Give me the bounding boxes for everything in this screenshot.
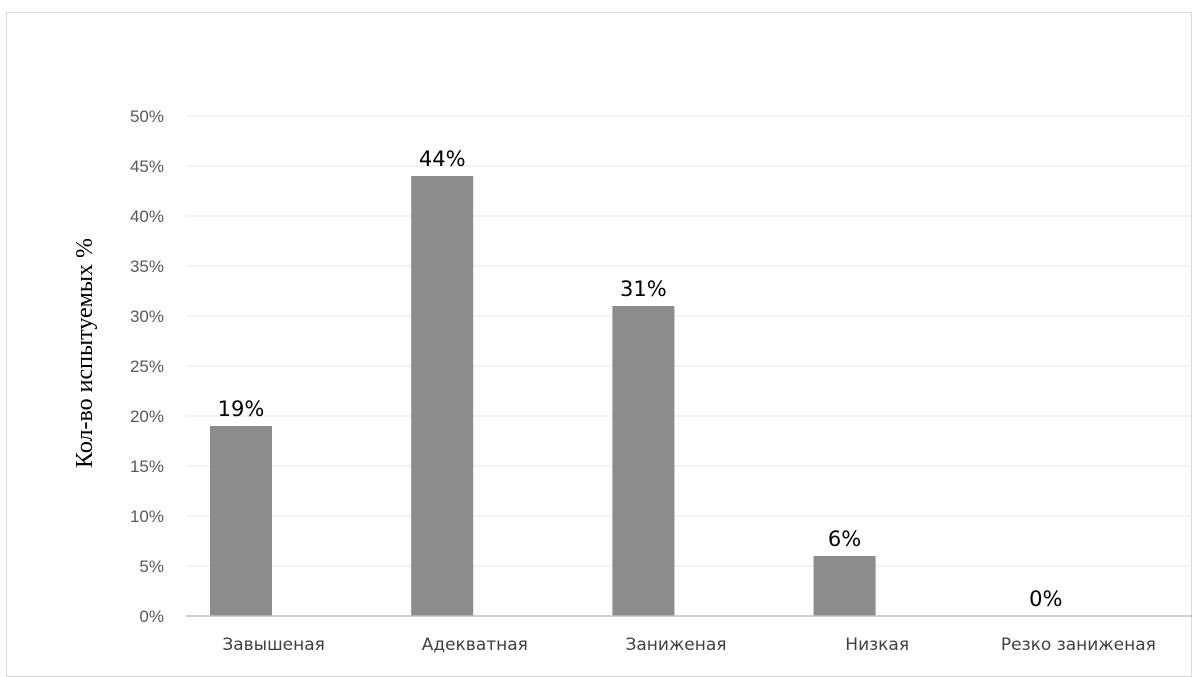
category-labels: Завышеная Адекватная Заниженая Низкая Резко … xyxy=(222,635,1156,655)
y-tick-label: 40% xyxy=(130,207,164,226)
y-tick-label: 35% xyxy=(130,257,164,276)
data-label: 31% xyxy=(620,277,667,301)
y-tick-label: 10% xyxy=(130,507,164,526)
data-label: 44% xyxy=(419,147,466,171)
data-labels: 19% 44% 31% 6% 0% xyxy=(218,147,1063,611)
y-tick-label: 0% xyxy=(139,607,164,626)
y-tick-label: 45% xyxy=(130,157,164,176)
bar xyxy=(612,306,675,616)
bar xyxy=(210,426,272,616)
y-tick-labels: 0% 5% 10% 15% 20% 25% 30% 35% 40% 45% 50% xyxy=(130,107,164,626)
data-label: 6% xyxy=(828,527,861,551)
category-label: Заниженая xyxy=(625,635,726,655)
y-tick-label: 15% xyxy=(130,457,164,476)
data-label: 19% xyxy=(218,397,265,421)
y-tick-label: 50% xyxy=(130,107,164,126)
y-tick-label: 30% xyxy=(130,307,164,326)
bar xyxy=(411,176,474,616)
category-label: Адекватная xyxy=(422,635,528,655)
gridlines xyxy=(186,115,1192,567)
bar xyxy=(813,556,876,616)
y-tick-label: 25% xyxy=(130,357,164,376)
category-label: Низкая xyxy=(845,635,909,655)
category-label: Резко заниженая xyxy=(1001,635,1156,655)
y-tick-label: 5% xyxy=(139,557,164,576)
y-tick-label: 20% xyxy=(130,407,164,426)
bars xyxy=(210,176,876,616)
y-axis-label: Кол-во испытуемых % xyxy=(72,238,98,468)
data-label: 0% xyxy=(1029,587,1062,611)
category-label: Завышеная xyxy=(222,635,325,655)
